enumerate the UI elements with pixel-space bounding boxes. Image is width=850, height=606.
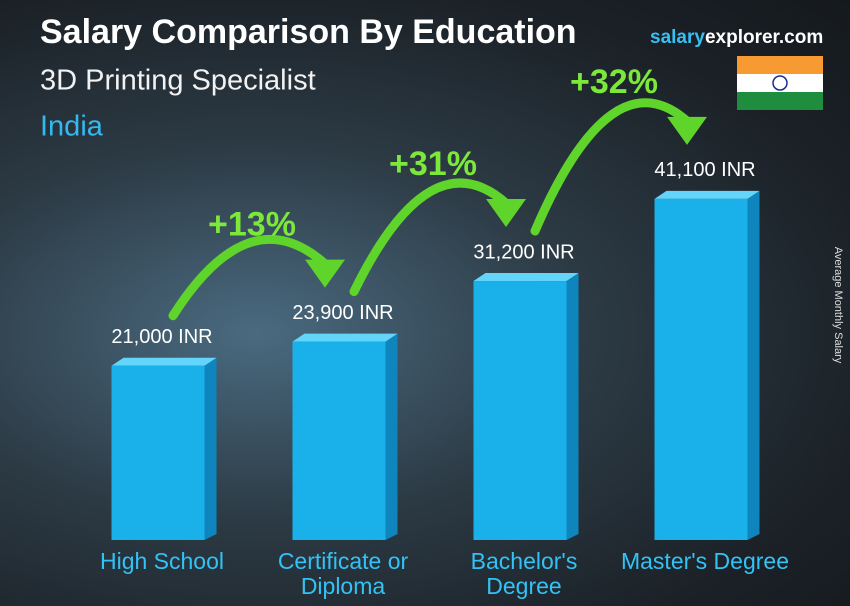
bar-side	[566, 273, 579, 540]
site-part: salary	[650, 27, 705, 48]
flag	[737, 56, 823, 110]
bar	[292, 341, 386, 540]
increment-arrow	[349, 178, 513, 297]
country: India	[40, 111, 104, 143]
axis-label: Average Monthly Salary	[832, 247, 844, 364]
value-label: 23,900 INR	[292, 302, 393, 324]
category-label: High School	[99, 548, 225, 574]
chart-title: Salary Comparison By Education	[40, 13, 577, 51]
arrow-head	[667, 116, 707, 145]
site-part: explorer.com	[705, 27, 823, 48]
bar	[654, 198, 748, 540]
category-label: Bachelor's Degree	[470, 548, 578, 599]
increment-label: +13%	[208, 206, 296, 244]
bar-side	[204, 357, 217, 540]
value-label: 41,100 INR	[654, 159, 755, 181]
value-label: 21,000 INR	[111, 326, 212, 348]
flag-wheel	[772, 75, 788, 91]
bar-side	[385, 333, 398, 540]
arrow-head	[305, 259, 345, 288]
flag-stripe	[737, 56, 823, 74]
value-label: 31,200 INR	[473, 241, 574, 263]
chart-subtitle: 3D Printing Specialist	[40, 65, 316, 97]
category-label: Master's Degree	[620, 548, 789, 574]
increment-label: +32%	[570, 63, 658, 101]
site-name: salaryexplorer.com	[650, 27, 823, 48]
increment-arrow	[168, 235, 332, 321]
bar-top	[292, 333, 398, 342]
flag-stripe	[737, 74, 823, 92]
increment-label: +31%	[389, 145, 477, 183]
category-label: Certificate or Diploma	[277, 548, 409, 599]
bar-top	[111, 357, 217, 366]
arrow-head	[486, 199, 526, 228]
bar-top	[473, 273, 579, 282]
bar-side	[747, 190, 760, 540]
bar	[473, 281, 567, 540]
bar-top	[654, 190, 760, 199]
increment-arrow	[530, 98, 694, 236]
flag-stripe	[737, 92, 823, 110]
bar	[111, 365, 205, 540]
